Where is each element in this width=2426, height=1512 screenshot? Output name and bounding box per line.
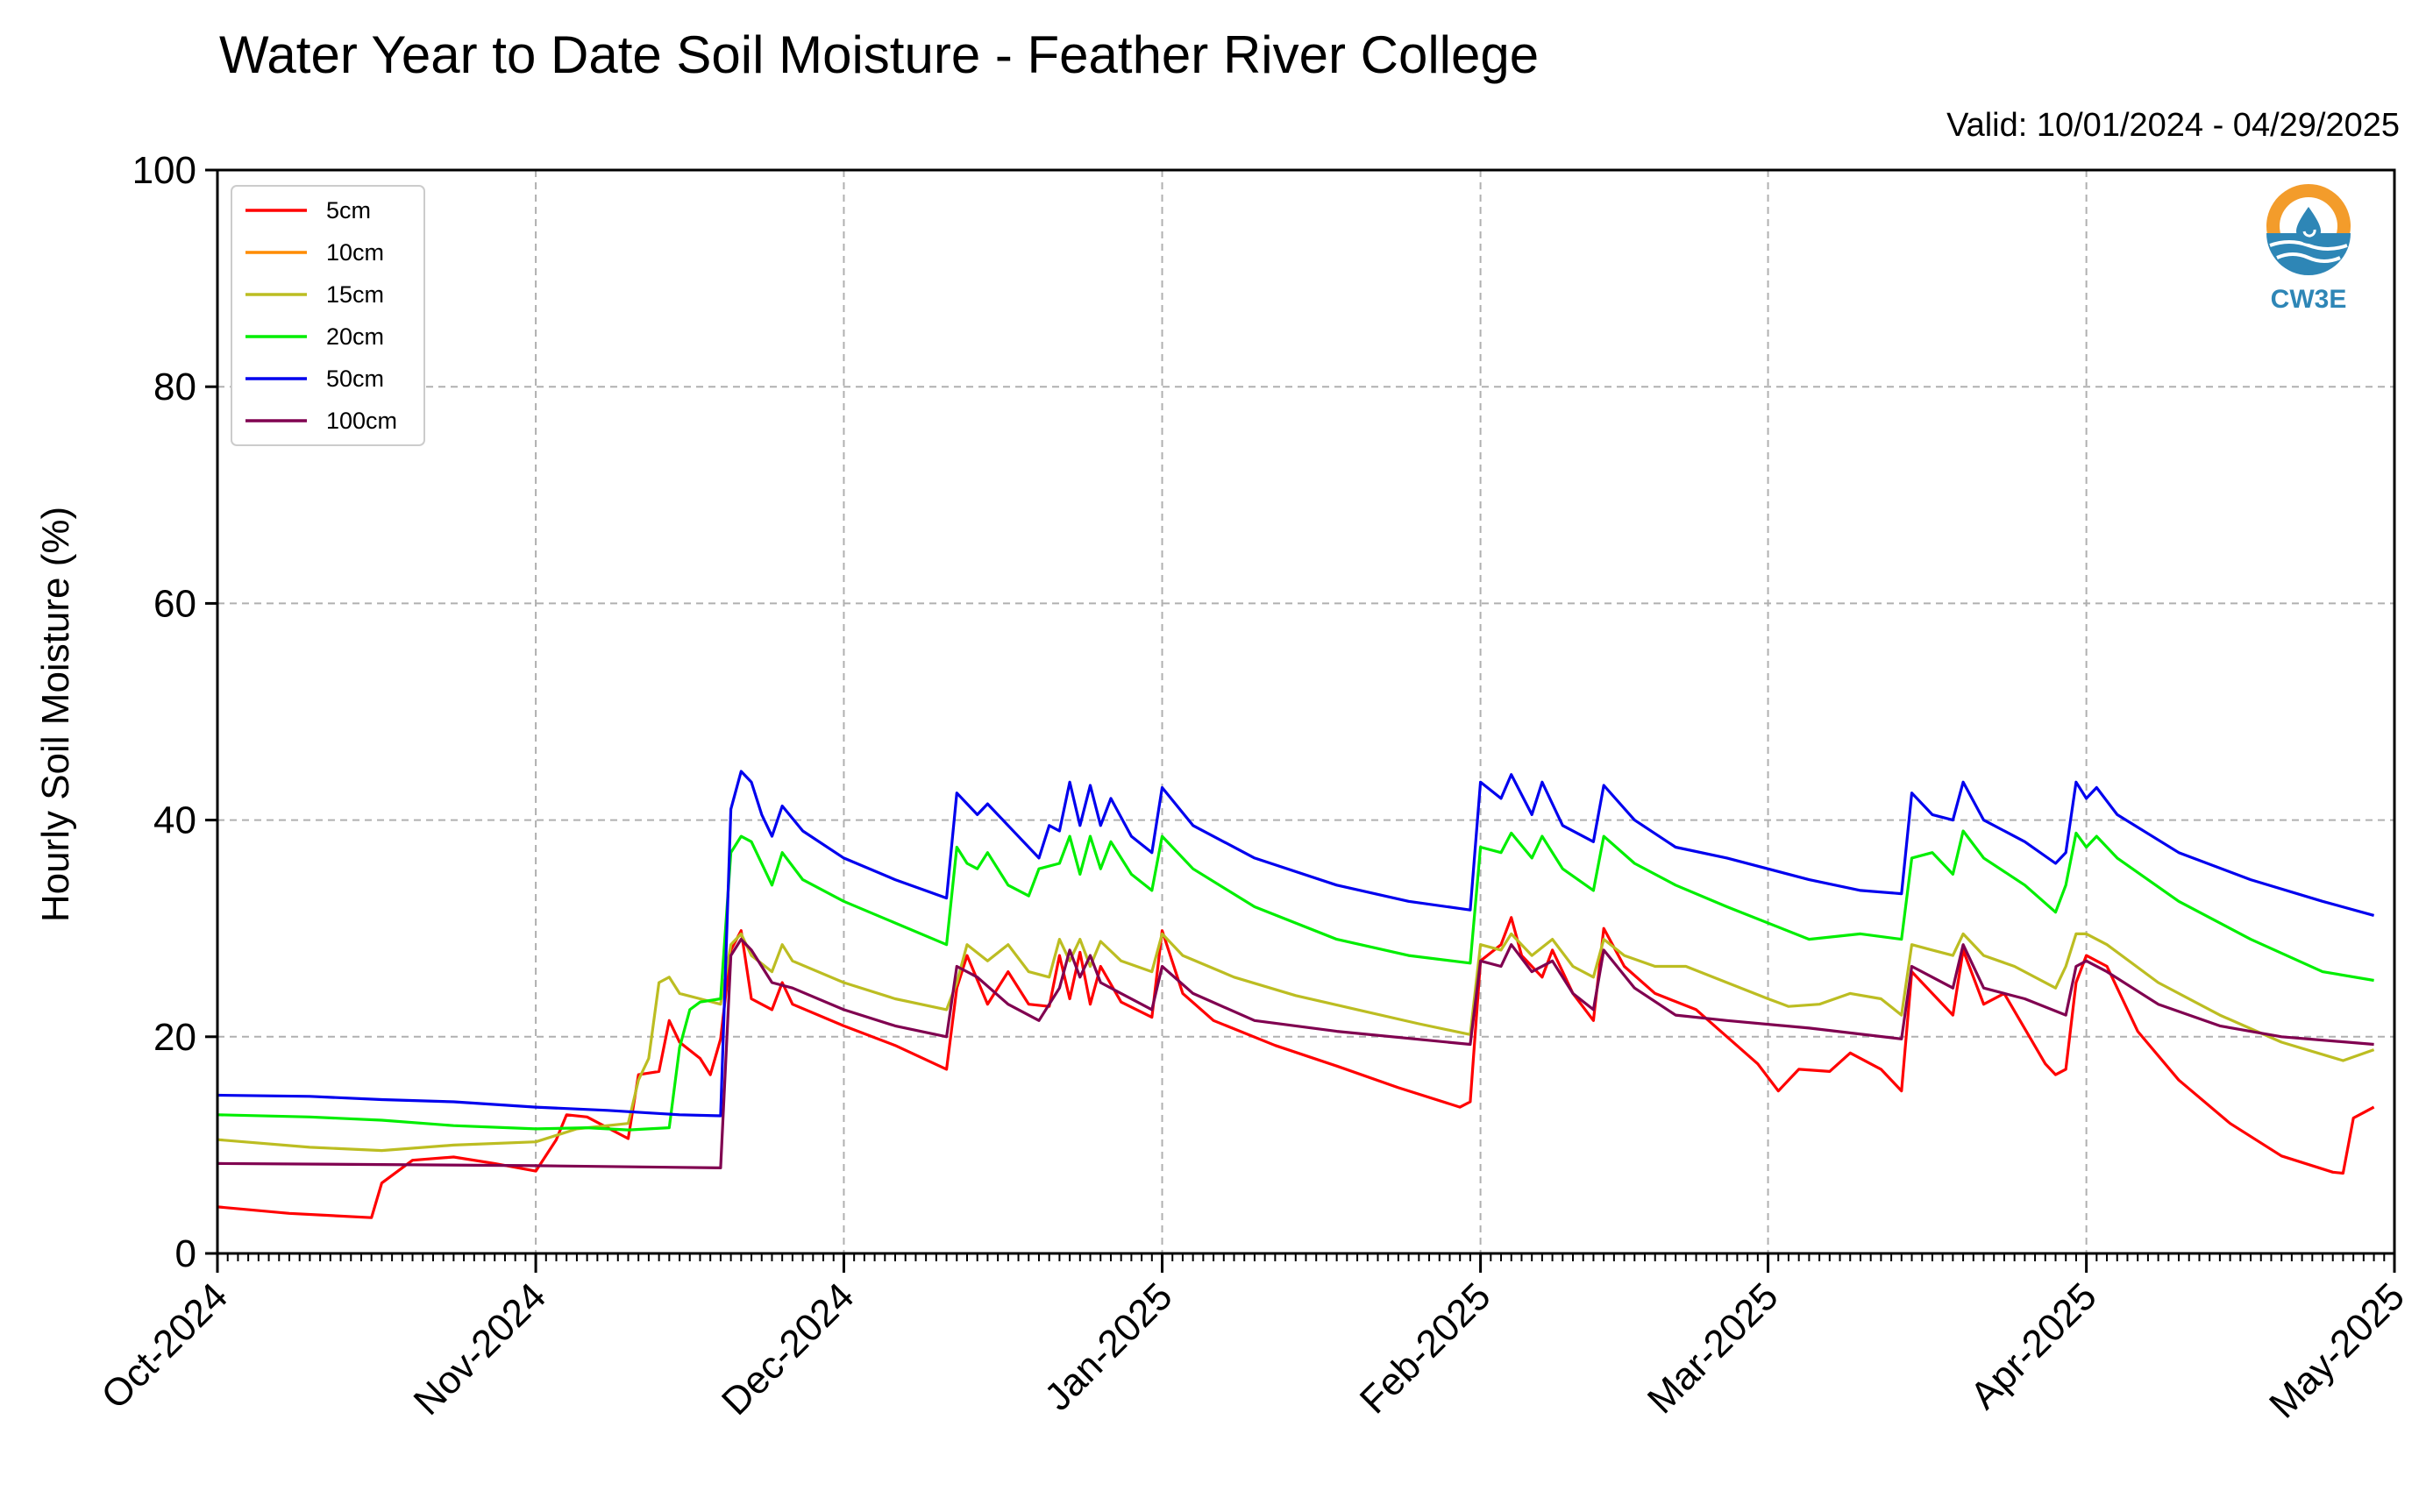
series-line-15cm — [217, 932, 2375, 1153]
y-tick-label: 20 — [153, 1016, 196, 1059]
grid-lines — [217, 170, 2394, 1253]
series-line-100cm — [217, 938, 2374, 1169]
logo-text: CW3E — [2271, 285, 2347, 314]
y-tick-label: 60 — [153, 582, 196, 625]
logo-wave-line — [2269, 240, 2348, 251]
x-tick-label: May-2025 — [2261, 1274, 2413, 1426]
x-tick-label: Mar-2025 — [1640, 1274, 1787, 1422]
x-tick-label: Dec-2024 — [714, 1274, 863, 1423]
legend-frame — [231, 185, 425, 446]
legend-label-50cm: 50cm — [326, 366, 384, 392]
series-line-20cm — [217, 829, 2374, 1132]
y-tick-label: 100 — [132, 149, 196, 192]
x-tick-label: Nov-2024 — [406, 1274, 555, 1423]
chart-title: Water Year to Date Soil Moisture - Feath… — [219, 25, 1540, 84]
y-tick-label: 40 — [153, 799, 196, 842]
cw3e-logo: CW3E — [2266, 184, 2351, 314]
series-line-5cm — [217, 916, 2375, 1219]
y-tick-labels: 0 20 40 60 80 100 — [132, 149, 196, 1275]
y-axis-label: Hourly Soil Moisture (%) — [34, 507, 77, 922]
logo-drop-curl — [2302, 229, 2316, 238]
plot-frame — [216, 168, 2396, 1255]
series-lines — [217, 770, 2375, 1219]
y-tick-label: 0 — [175, 1232, 196, 1275]
x-tick-label: Oct-2024 — [93, 1274, 236, 1417]
legend-label-5cm: 5cm — [326, 197, 371, 224]
legend-label-20cm: 20cm — [326, 323, 384, 350]
series-line-50cm — [217, 770, 2375, 1118]
valid-date-range: Valid: 10/01/2024 - 04/29/2025 — [1946, 107, 2400, 144]
legend-label-10cm: 10cm — [326, 239, 384, 266]
legend: 5cm 10cm 15cm 20cm 50cm 100cm — [231, 185, 425, 446]
x-tick-label: Apr-2025 — [1962, 1274, 2105, 1417]
y-tick-label: 80 — [153, 366, 196, 408]
x-tick-labels: Oct-2024 Nov-2024 Dec-2024 Jan-2025 Feb-2025… — [93, 1274, 2413, 1426]
logo-wave-line — [2276, 252, 2341, 263]
legend-label-100cm: 100cm — [326, 408, 397, 434]
legend-label-15cm: 15cm — [326, 281, 384, 308]
x-tick-label: Jan-2025 — [1036, 1274, 1180, 1418]
axis-ticks — [205, 168, 2396, 1273]
x-tick-label: Feb-2025 — [1352, 1274, 1499, 1422]
